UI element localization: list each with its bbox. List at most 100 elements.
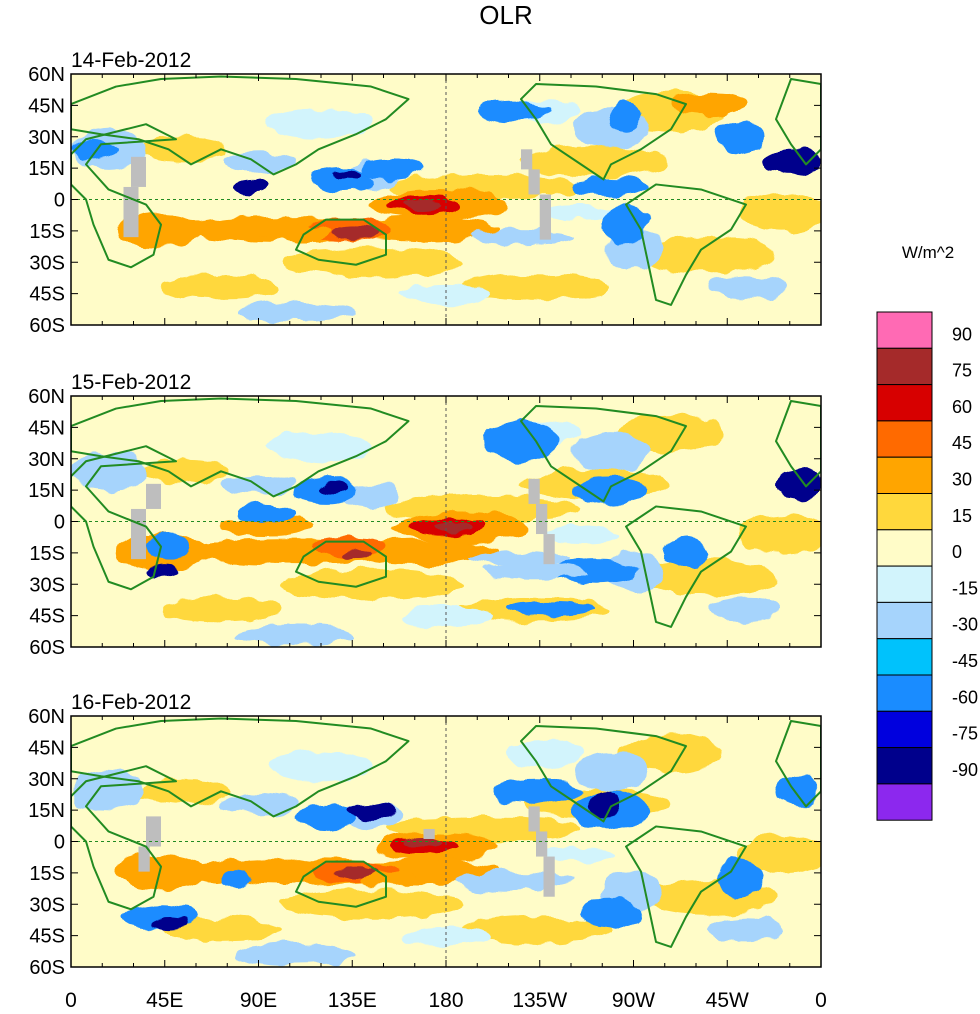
olr-anomaly-blob: [611, 101, 641, 132]
olr-anomaly-blob: [716, 119, 761, 155]
colorbar-level: 45: [952, 433, 972, 453]
lat-label: 45S: [29, 606, 65, 628]
missing-data-stripe: [131, 508, 146, 560]
olr-anomaly-blob: [281, 889, 461, 920]
olr-anomaly-blob: [138, 136, 229, 162]
olr-anomaly-blob: [296, 803, 356, 829]
olr-anomaly-blob: [333, 228, 379, 241]
olr-anomaly-blob: [761, 149, 821, 175]
colorbar-level: -45: [952, 651, 978, 671]
lat-label: 15N: [28, 480, 65, 502]
colorbar-level: 15: [952, 506, 972, 526]
lat-label: 60S: [29, 637, 65, 659]
lat-label: 15S: [29, 863, 65, 885]
colorbar-swatch: [876, 710, 933, 749]
olr-anomaly-blob: [521, 146, 671, 177]
colorbar-swatch: [876, 601, 933, 640]
colorbar-swatch: [876, 384, 933, 422]
lat-label: 15S: [29, 221, 65, 243]
olr-anomaly-blob: [573, 478, 649, 504]
lat-label: 60N: [28, 706, 65, 728]
colorbar-level: 75: [952, 361, 972, 381]
lat-label: 30S: [29, 574, 65, 596]
lat-label: 45S: [29, 284, 65, 306]
panels: 14-Feb-2012 60N 45N 30N 15N 0 15S 30S 45S 60S 15-F…: [28, 49, 827, 1012]
lat-label: 15N: [28, 158, 65, 180]
panel-date: 15-Feb-2012: [71, 371, 191, 394]
lat-label: 45N: [28, 417, 65, 439]
colorbar-level: -60: [952, 687, 978, 707]
coastline-eurasia: [71, 397, 410, 498]
colorbar-swatch: [876, 638, 933, 676]
coastline-north-america: [520, 725, 687, 823]
olr-anomaly-blob: [146, 534, 191, 560]
missing-data-stripe: [138, 846, 150, 872]
colorbar-swatch: [876, 456, 933, 495]
olr-anomaly-blob: [468, 229, 574, 245]
lat-label: 60S: [29, 957, 65, 979]
olr-anomaly-blob: [232, 179, 270, 195]
olr-anomaly-blob: [671, 94, 746, 115]
olr-anomaly-blob: [738, 513, 821, 555]
coastline-eurasia: [71, 75, 410, 176]
olr-field: [71, 716, 821, 967]
panel-date: 14-Feb-2012: [71, 49, 191, 72]
lat-label: 45N: [28, 95, 65, 117]
coastline-north-america: [520, 405, 687, 503]
lon-axis: 0 45E 90E 135E 180 135W 90W 45W 0: [65, 989, 827, 1012]
lat-label: 30N: [28, 127, 65, 149]
olr-anomaly-blob: [161, 596, 281, 622]
olr-anomaly-blob: [573, 751, 649, 792]
colorbar-level: -30: [952, 615, 978, 635]
colorbar-swatch: [876, 565, 933, 603]
lat-label: 0: [54, 832, 65, 854]
colorbar-swatch: [876, 493, 933, 531]
map-panel: 15-Feb-2012 60N 45N 30N 15N 0 15S 30S 45S 60S: [28, 371, 822, 659]
olr-anomaly-blob: [348, 803, 394, 819]
olr-field: [71, 396, 821, 647]
missing-data-stripe: [539, 194, 551, 240]
missing-data-stripe: [543, 534, 555, 565]
lat-label: 45S: [29, 926, 65, 948]
colorbar-swatch: [876, 420, 933, 458]
olr-anomaly-blob: [581, 896, 641, 927]
coastline-north-america: [520, 83, 687, 181]
colorbar-level: -90: [952, 760, 978, 780]
coastline-australia: [295, 860, 387, 908]
olr-anomaly-blob: [476, 101, 551, 122]
lat-label: 30S: [29, 252, 65, 274]
colorbar-swatch: [876, 783, 933, 821]
missing-data-stripe: [528, 478, 540, 504]
olr-anomaly-blob: [483, 564, 589, 580]
olr-anomaly-blob: [341, 483, 401, 509]
lon-label: 135E: [328, 989, 377, 1012]
olr-anomaly-blob: [401, 284, 491, 305]
lon-label: 135W: [512, 989, 567, 1012]
missing-data-stripe: [146, 816, 161, 847]
colorbar-units: W/m^2: [902, 243, 954, 262]
olr-anomaly-blob: [221, 869, 251, 890]
lat-label: 45N: [28, 737, 65, 759]
olr-anomaly-blob: [453, 871, 559, 892]
olr-anomaly-blob: [543, 846, 619, 862]
olr-anomaly-blob: [401, 606, 491, 627]
map-panel: 14-Feb-2012 60N 45N 30N 15N 0 15S 30S 45S 60S: [28, 49, 822, 337]
coastline-greenland-europe: [775, 720, 821, 808]
lat-label: 15S: [29, 543, 65, 565]
lon-label: 0: [815, 989, 827, 1012]
olr-anomaly-blob: [138, 458, 229, 484]
panel-date: 16-Feb-2012: [71, 691, 191, 714]
olr-anomaly-blob: [738, 191, 821, 233]
olr-anomaly-blob: [641, 559, 776, 595]
olr-anomaly-blob: [341, 549, 371, 560]
lat-label: 60N: [28, 64, 65, 86]
olr-anomaly-blob: [266, 431, 371, 462]
colorbar-swatch: [876, 311, 933, 349]
olr-field: [71, 74, 821, 325]
missing-data-stripe: [528, 169, 540, 195]
missing-data-stripe: [131, 156, 146, 187]
olr-anomaly-blob: [468, 551, 574, 567]
olr-anomaly-blob: [281, 569, 461, 600]
olr-anomaly-blob: [641, 237, 776, 273]
lon-label: 90E: [240, 989, 277, 1012]
